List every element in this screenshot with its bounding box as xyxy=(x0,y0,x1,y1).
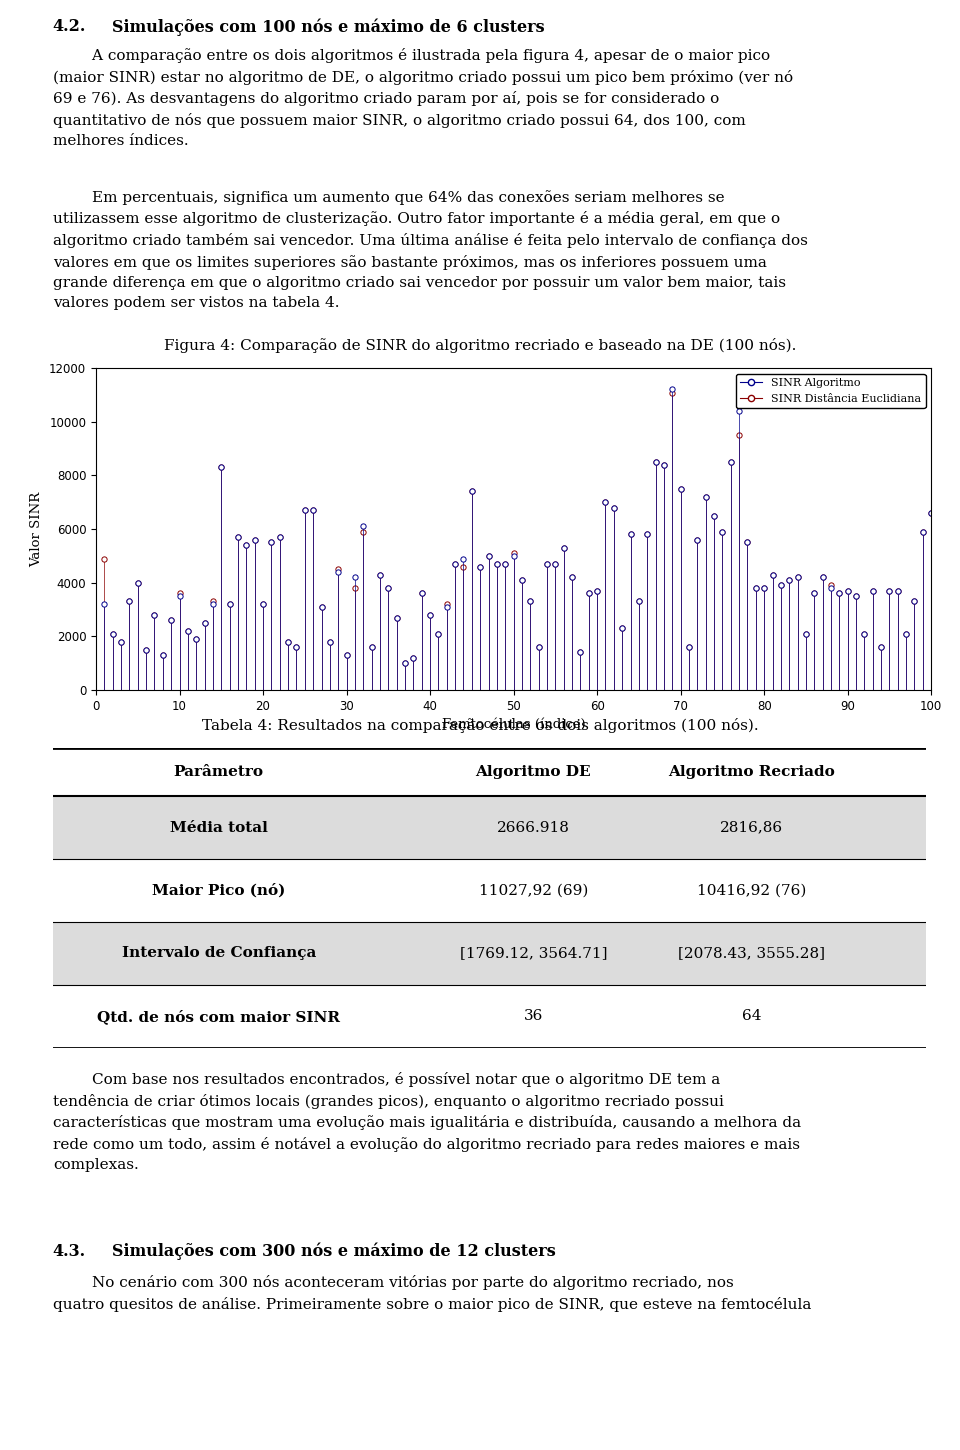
Text: Tabela 4: Resultados na comparação entre os dois algoritmos (100 nós).: Tabela 4: Resultados na comparação entre… xyxy=(202,718,758,734)
Text: Maior Pico (nó): Maior Pico (nó) xyxy=(152,883,285,898)
Text: 64: 64 xyxy=(742,1009,761,1024)
Text: Simulações com 100 nós e máximo de 6 clusters: Simulações com 100 nós e máximo de 6 clu… xyxy=(112,17,545,35)
Text: Algoritmo DE: Algoritmo DE xyxy=(475,766,591,779)
Text: [1769.12, 3564.71]: [1769.12, 3564.71] xyxy=(460,947,607,960)
Text: Algoritmo Recriado: Algoritmo Recriado xyxy=(668,766,835,779)
Text: Em percentuais, significa um aumento que 64% das conexões seriam melhores se
uti: Em percentuais, significa um aumento que… xyxy=(53,190,807,310)
Text: Com base nos resultados encontrados, é possível notar que o algoritmo DE tem a
t: Com base nos resultados encontrados, é p… xyxy=(53,1072,801,1172)
Bar xyxy=(53,858,926,922)
Text: 10416,92 (76): 10416,92 (76) xyxy=(697,883,806,898)
Text: 36: 36 xyxy=(523,1009,543,1024)
Text: 11027,92 (69): 11027,92 (69) xyxy=(479,883,588,898)
Bar xyxy=(53,922,926,985)
Text: 2666.918: 2666.918 xyxy=(497,821,569,835)
Text: Figura 4: Comparação de SINR do algoritmo recriado e baseado na DE (100 nós).: Figura 4: Comparação de SINR do algoritm… xyxy=(164,338,796,352)
Text: 4.3.: 4.3. xyxy=(53,1243,86,1260)
Text: A comparação entre os dois algoritmos é ilustrada pela figura 4, apesar de o mai: A comparação entre os dois algoritmos é … xyxy=(53,48,793,148)
Text: 2816,86: 2816,86 xyxy=(720,821,783,835)
X-axis label: Femtocélulas (índice): Femtocélulas (índice) xyxy=(442,718,586,731)
Text: Simulações com 300 nós e máximo de 12 clusters: Simulações com 300 nós e máximo de 12 cl… xyxy=(112,1243,556,1260)
Bar xyxy=(53,796,926,858)
Legend: SINR Algoritmo, SINR Distância Euclidiana: SINR Algoritmo, SINR Distância Euclidian… xyxy=(735,374,925,407)
Text: No cenário com 300 nós aconteceram vitórias por parte do algoritmo recriado, nos: No cenário com 300 nós aconteceram vitór… xyxy=(53,1275,811,1312)
Text: 4.2.: 4.2. xyxy=(53,17,86,35)
Text: Parâmetro: Parâmetro xyxy=(174,766,264,779)
Y-axis label: Valor SINR: Valor SINR xyxy=(31,492,43,567)
Text: Qtd. de nós com maior SINR: Qtd. de nós com maior SINR xyxy=(97,1009,340,1024)
Text: Intervalo de Confiança: Intervalo de Confiança xyxy=(122,947,316,960)
Bar xyxy=(53,985,926,1048)
Text: [2078.43, 3555.28]: [2078.43, 3555.28] xyxy=(678,947,826,960)
Text: Média total: Média total xyxy=(170,821,268,835)
